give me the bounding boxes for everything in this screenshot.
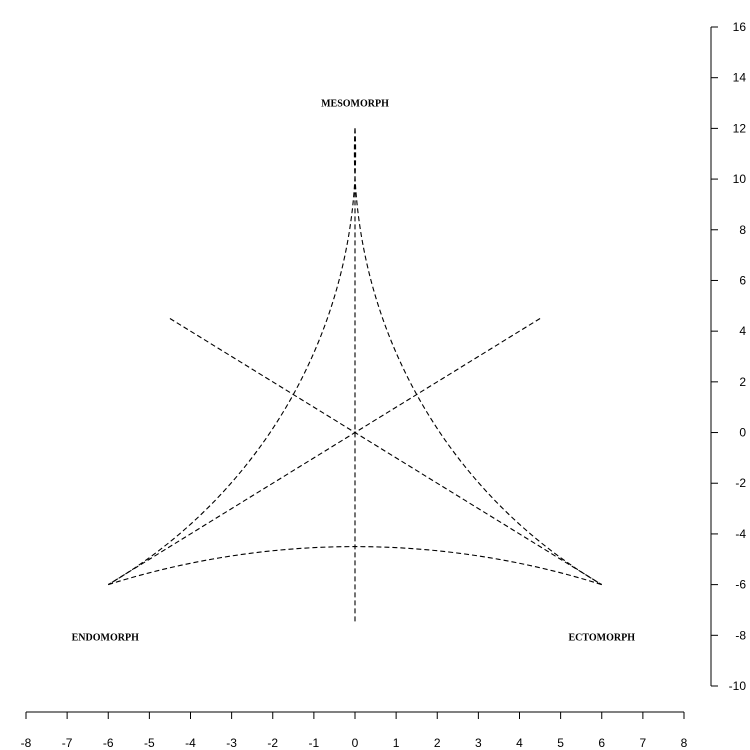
x-tick-label: -3 [226,736,237,750]
arc-mesomorph-ectomorph [353,128,603,586]
x-tick-label: 7 [640,736,647,750]
x-tick-label: -8 [21,736,32,750]
y-tick-label: 14 [733,71,747,85]
y-tick-label: 10 [733,172,747,186]
x-tick-label: -1 [309,736,320,750]
x-axis: -8 -7 -6 -5 -4 -3 -2 -1 0 1 2 3 4 5 6 7 8 [21,711,688,750]
spoke-line [169,318,603,586]
x-tick-label: 8 [681,736,688,750]
x-tick-label: -6 [103,736,114,750]
x-tick-label: 5 [557,736,564,750]
x-tick-label: 0 [352,736,359,750]
y-tick-label: 2 [739,375,746,389]
y-tick-label: 12 [733,121,747,135]
x-tick-label: 3 [475,736,482,750]
y-tick-label: 8 [739,223,746,237]
x-tick-label: 4 [516,736,523,750]
plot-area: MESOMORPH ENDOMORPH ECTOMORPH [72,98,636,643]
x-tick-label: -2 [267,736,278,750]
y-tick-label: 0 [739,426,746,440]
y-tick-label: 4 [739,324,746,338]
x-tick-label: -5 [144,736,155,750]
y-tick-label: -8 [735,628,746,642]
y-tick-label: 16 [733,20,747,34]
x-tick-label: -7 [62,736,73,750]
x-tick-label: 1 [393,736,400,750]
y-axis: -10 -8 -6 -4 -2 0 2 4 6 8 10 12 14 16 [710,20,747,693]
y-tick-label: -6 [735,578,746,592]
arc-mesomorph-endomorph [107,128,357,586]
vertex-label-endomorph: ENDOMORPH [72,633,139,644]
x-tick-label: -4 [185,736,196,750]
y-tick-label: 6 [739,273,746,287]
y-tick-label: -4 [735,527,746,541]
x-tick-label: 2 [434,736,441,750]
spoke-line [107,318,541,586]
y-tick-label: -10 [729,679,747,693]
vertex-label-ectomorph: ECTOMORPH [569,633,636,644]
vertex-label-mesomorph: MESOMORPH [321,98,389,109]
y-tick-label: -2 [735,476,746,490]
x-tick-label: 6 [598,736,605,750]
